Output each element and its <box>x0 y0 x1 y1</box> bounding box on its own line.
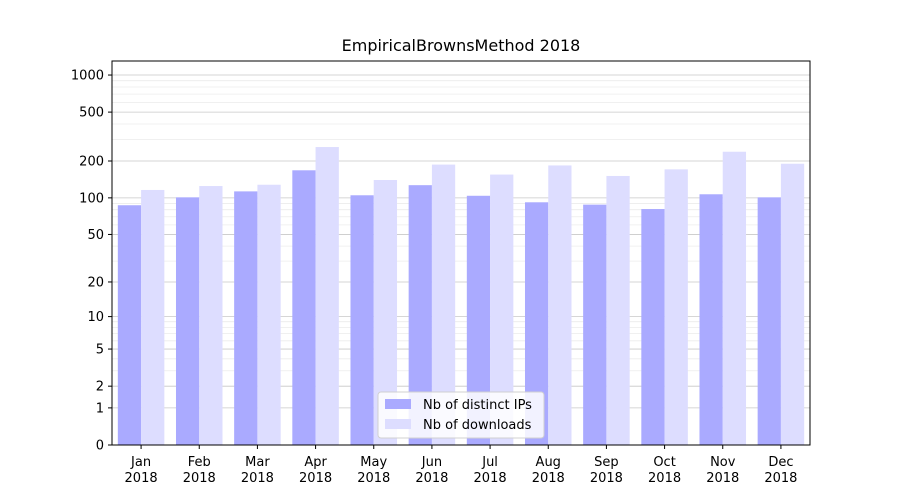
legend-box <box>377 391 545 439</box>
x-tick-label: Oct 2018 <box>648 455 681 486</box>
legend: Nb of distinct IPs Nb of downloads <box>377 391 545 439</box>
bar <box>466 195 491 445</box>
bar <box>315 147 339 446</box>
bar <box>699 194 723 445</box>
bar <box>780 163 805 445</box>
plot-frame <box>111 60 811 446</box>
grid-lines <box>112 74 810 446</box>
y-tick-label: 5 <box>96 343 104 358</box>
x-tick-label: Nov 2018 <box>706 455 739 486</box>
bar <box>117 205 142 445</box>
x-tick-label: Jan 2018 <box>125 455 158 486</box>
bars <box>117 147 805 446</box>
y-tick-label: 100 <box>79 191 104 206</box>
x-tick-label: Aug 2018 <box>532 455 565 486</box>
y-tick-label: 20 <box>87 275 104 290</box>
bar <box>234 191 258 445</box>
axes: 0 1 2 5 10 20 50 100 200 500 1000 Jan 2018 Feb 2018 Mar… <box>71 60 811 486</box>
x-tick-label: Jul 2018 <box>474 455 507 486</box>
bar <box>141 189 165 445</box>
bar <box>757 197 781 445</box>
legend-label: Nb of downloads <box>423 418 532 433</box>
bar <box>722 151 747 445</box>
x-tick-label: May 2018 <box>357 455 390 486</box>
bar <box>408 185 432 446</box>
bar <box>257 184 281 445</box>
bar <box>490 174 514 445</box>
x-tick-label: Mar 2018 <box>241 455 274 486</box>
y-tick-label: 1000 <box>71 69 104 84</box>
y-tick-label: 50 <box>87 228 104 243</box>
bar <box>606 175 630 445</box>
legend-swatch <box>385 419 411 429</box>
bar <box>524 202 549 445</box>
y-tick-label: 10 <box>87 310 104 325</box>
x-tick-label: Feb 2018 <box>183 455 216 486</box>
y-tick-label: 0 <box>96 439 104 454</box>
x-tick-label: Sep 2018 <box>590 455 623 486</box>
y-tick-label: 1 <box>96 401 104 416</box>
bar <box>641 209 665 445</box>
bar <box>373 179 398 445</box>
bar <box>292 170 316 446</box>
legend-swatch <box>385 399 411 409</box>
x-tick-label: Jun 2018 <box>415 455 448 486</box>
bar <box>431 164 456 445</box>
bar <box>664 169 688 445</box>
y-tick-label: 500 <box>79 106 104 121</box>
chart-title: EmpiricalBrownsMethod 2018 <box>342 36 581 55</box>
legend-label: Nb of distinct IPs <box>423 398 532 413</box>
bar <box>548 165 572 445</box>
bar <box>175 197 200 445</box>
bar <box>199 186 223 446</box>
bar <box>350 195 374 445</box>
x-tick-label: Apr 2018 <box>299 455 332 486</box>
bar <box>583 204 607 445</box>
x-tick-label: Dec 2018 <box>764 455 797 486</box>
y-tick-label: 200 <box>79 155 104 170</box>
y-tick-label: 2 <box>96 380 104 395</box>
